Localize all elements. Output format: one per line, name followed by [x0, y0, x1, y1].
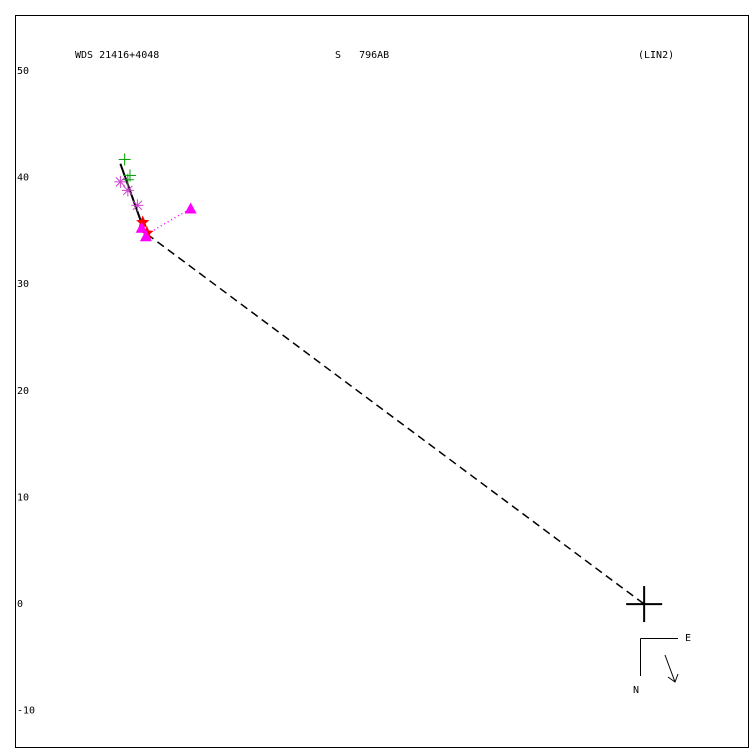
data-point [139, 230, 152, 242]
y-tick-label: 10 [17, 492, 29, 503]
asterisk-ray [122, 185, 133, 196]
data-point [136, 215, 150, 228]
star-shape [136, 215, 150, 228]
y-tick-label: 20 [17, 386, 29, 397]
data-point [121, 184, 134, 197]
compass-east: E [685, 633, 691, 644]
compass: E N [633, 633, 691, 696]
y-tick-label: 40 [17, 173, 29, 184]
triangle-shape [184, 202, 197, 214]
y-tick-label: 50 [17, 66, 29, 77]
data-point [184, 202, 197, 214]
data-point [118, 153, 131, 166]
y-tick-label: -10 [17, 706, 35, 717]
data-point [131, 199, 144, 212]
primary-star [626, 586, 663, 623]
orbit-line [146, 207, 192, 235]
triangle-shape [135, 221, 148, 233]
plot-frame [15, 15, 749, 748]
data-point [121, 173, 134, 186]
y-tick-label: 30 [17, 279, 29, 290]
asterisk-ray [115, 177, 126, 187]
chart-title: WDS 21416+4048 [75, 50, 159, 61]
asterisk-ray [132, 200, 143, 211]
chart-subtitle: S 796AB [335, 50, 389, 61]
y-tick-label: 0 [17, 599, 23, 610]
triangle-shape [139, 230, 152, 242]
data-point [135, 221, 148, 233]
orbit-line [146, 233, 645, 605]
compass-arrow-head [667, 673, 679, 683]
compass-arrow [664, 654, 676, 683]
data-point [114, 175, 127, 188]
annotation: (LIN2) [638, 50, 674, 61]
compass-north: N [633, 685, 639, 696]
